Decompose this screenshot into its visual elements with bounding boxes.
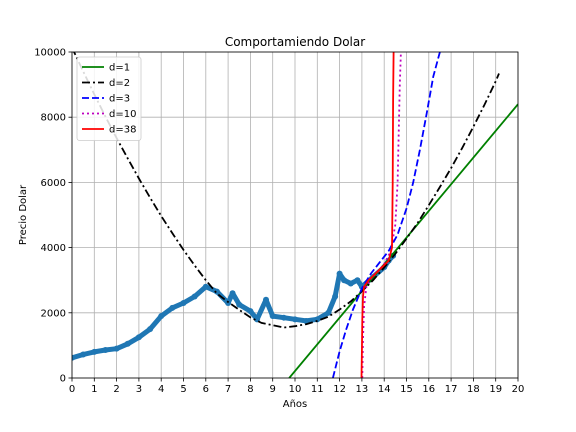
data-point <box>347 280 354 287</box>
y-axis: 0 2000 4000 6000 8000 10000 <box>34 48 72 385</box>
series-line-d=3 <box>332 52 441 378</box>
data-point <box>229 290 236 297</box>
y-tick-label: 10000 <box>34 48 66 59</box>
legend-label: d=3 <box>109 94 130 105</box>
chart-title: Comportamiendo Dolar <box>225 35 365 49</box>
data-point <box>113 345 120 352</box>
data-point <box>341 277 348 284</box>
legend-label: d=38 <box>109 125 136 136</box>
x-tick-label: 17 <box>445 384 458 395</box>
y-tick-label: 2000 <box>41 308 66 319</box>
x-tick-label: 20 <box>512 384 525 395</box>
data-point <box>72 354 75 361</box>
x-tick-label: 0 <box>69 384 75 395</box>
x-tick-label: 12 <box>333 384 346 395</box>
legend-label: d=10 <box>109 109 136 120</box>
x-tick-label: 14 <box>378 384 391 395</box>
data-point <box>169 304 176 311</box>
data-point <box>269 313 276 320</box>
data-line <box>72 253 396 361</box>
y-axis-label: Precio Dolar <box>18 184 29 245</box>
y-tick-label: 0 <box>60 374 66 385</box>
data-point <box>325 309 332 316</box>
series-line-d=38 <box>360 52 395 378</box>
x-tick-label: 15 <box>400 384 413 395</box>
x-tick-label: 8 <box>247 384 253 395</box>
x-tick-label: 13 <box>356 384 369 395</box>
data-point <box>202 283 209 290</box>
legend-label: d=2 <box>109 78 130 89</box>
series-lines <box>73 52 518 378</box>
x-tick-label: 16 <box>422 384 435 395</box>
legend: d=1 d=2 d=3 d=10 d=38 <box>76 56 142 141</box>
data-point <box>191 293 198 300</box>
x-tick-label: 9 <box>270 384 276 395</box>
x-tick-label: 7 <box>225 384 231 395</box>
x-tick-label: 11 <box>311 384 324 395</box>
data-point <box>124 340 131 347</box>
x-tick-label: 5 <box>180 384 186 395</box>
data-point <box>336 270 343 277</box>
y-tick-label: 4000 <box>41 243 66 254</box>
data-point <box>292 316 298 323</box>
series-line-d=10 <box>361 52 402 378</box>
x-tick-label: 3 <box>136 384 142 395</box>
x-tick-label: 19 <box>489 384 502 395</box>
data-point <box>80 351 87 358</box>
data-point <box>247 308 254 315</box>
data-point <box>158 313 165 320</box>
data-point <box>303 317 310 324</box>
legend-box <box>76 56 142 141</box>
data-point <box>236 301 243 308</box>
series-line-d=2 <box>73 52 500 329</box>
data-series <box>72 252 397 361</box>
data-point <box>135 334 142 341</box>
legend-label: d=1 <box>109 63 130 74</box>
data-point <box>332 293 339 300</box>
x-tick-label: 1 <box>91 384 97 395</box>
x-axis: 0 1 2 3 4 5 6 7 8 9 10 11 12 13 14 15 16 17 18 19 20 <box>69 378 525 395</box>
y-tick-label: 6000 <box>41 178 66 189</box>
x-axis-label: Años <box>283 399 308 410</box>
x-tick-label: 18 <box>467 384 480 395</box>
x-tick-label: 6 <box>203 384 209 395</box>
x-tick-label: 4 <box>158 384 164 395</box>
data-point <box>263 296 270 303</box>
data-point <box>91 348 98 355</box>
x-tick-label: 10 <box>289 384 302 395</box>
data-point <box>147 326 154 333</box>
data-point <box>180 300 187 307</box>
x-tick-label: 2 <box>113 384 119 395</box>
y-tick-label: 8000 <box>41 113 66 124</box>
data-point <box>102 346 109 353</box>
data-point <box>280 314 287 321</box>
data-point <box>354 277 361 284</box>
